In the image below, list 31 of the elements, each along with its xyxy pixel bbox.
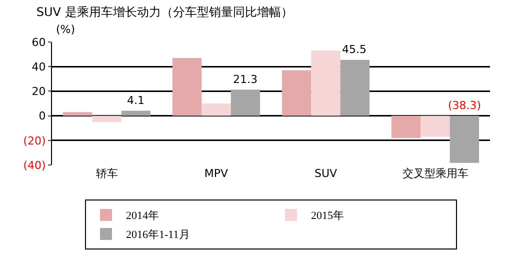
data-label: (38.3)	[448, 99, 482, 112]
bar	[391, 116, 421, 138]
bar	[172, 58, 202, 116]
y-axis-title: (%)	[56, 23, 76, 36]
y-tick-label: (40)	[23, 158, 46, 172]
data-label: 45.5	[342, 43, 366, 56]
data-label: 4.1	[127, 94, 144, 107]
y-tick-label: 20	[32, 85, 46, 98]
y-tick-label: 60	[32, 36, 46, 49]
legend-label: 2015年	[311, 210, 344, 222]
bar	[450, 116, 480, 163]
y-tick-label: 40	[32, 60, 46, 74]
bar	[92, 116, 122, 122]
bar	[340, 60, 370, 116]
x-tick-label: 交叉型乘用车	[402, 167, 468, 180]
bar	[230, 90, 260, 116]
bar	[202, 104, 231, 116]
x-tick-label: 轿车	[96, 167, 118, 180]
legend-label: 2016年1-11月	[126, 229, 190, 242]
data-label: 21.3	[233, 73, 258, 86]
bar	[311, 50, 340, 116]
x-tick-label: MPV	[204, 167, 229, 180]
legend-label: 2014年	[126, 210, 159, 222]
bar	[62, 112, 92, 116]
y-tick-label: (20)	[23, 134, 46, 148]
bar	[282, 70, 312, 116]
y-tick-label: 0	[38, 110, 46, 123]
bar	[121, 110, 151, 116]
x-tick-label: SUV	[314, 167, 338, 180]
bar	[420, 116, 450, 137]
chart-title: SUV 是乘用车增长动力（分车型销量同比增幅）	[36, 5, 293, 20]
